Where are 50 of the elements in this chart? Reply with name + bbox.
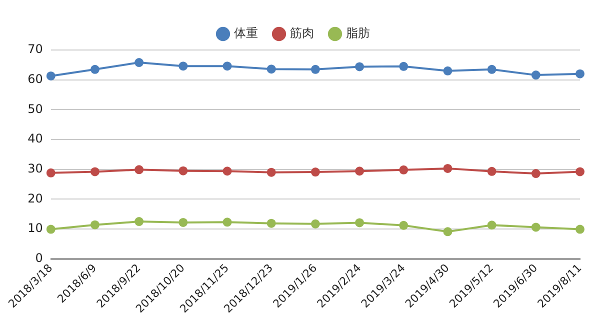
- point: [399, 165, 408, 174]
- point: [90, 64, 100, 74]
- y-tick-label: 70: [28, 42, 43, 56]
- point: [531, 222, 540, 232]
- point: [134, 217, 144, 226]
- point: [266, 168, 276, 177]
- point: [178, 218, 188, 227]
- point: [310, 219, 320, 228]
- y-tick-label: 50: [28, 102, 43, 116]
- point: [355, 62, 364, 72]
- point: [266, 64, 276, 74]
- point: [134, 165, 144, 174]
- point: [46, 71, 56, 80]
- point: [310, 168, 320, 177]
- point: [399, 62, 408, 71]
- point: [178, 62, 188, 71]
- point: [134, 58, 144, 68]
- point: [266, 218, 276, 228]
- y-tick-label: 40: [28, 132, 43, 146]
- legend-label: 筋肉: [290, 26, 314, 40]
- legend-label: 脂肪: [346, 26, 370, 40]
- point: [355, 218, 364, 228]
- point: [222, 218, 232, 227]
- point: [46, 224, 56, 234]
- point: [487, 64, 496, 74]
- point: [443, 164, 452, 173]
- point: [576, 224, 584, 234]
- point: [90, 167, 100, 176]
- point: [576, 69, 584, 78]
- point: [222, 166, 232, 176]
- point: [531, 70, 540, 80]
- point: [222, 62, 232, 71]
- point: [90, 220, 100, 230]
- point: [443, 227, 452, 236]
- point: [443, 66, 452, 76]
- point: [576, 167, 584, 176]
- point: [399, 220, 408, 230]
- point: [487, 220, 496, 230]
- point: [178, 166, 188, 176]
- y-tick-label: 20: [28, 191, 43, 206]
- point: [46, 168, 56, 178]
- point: [487, 166, 496, 176]
- y-tick-label: 0: [35, 250, 43, 265]
- y-tick-label: 60: [28, 72, 43, 86]
- y-tick-label: 10: [28, 221, 43, 236]
- point: [355, 166, 364, 176]
- y-tick-label: 30: [28, 161, 43, 176]
- point: [531, 169, 540, 178]
- point: [310, 64, 320, 74]
- legend-label: 体重: [234, 26, 258, 40]
